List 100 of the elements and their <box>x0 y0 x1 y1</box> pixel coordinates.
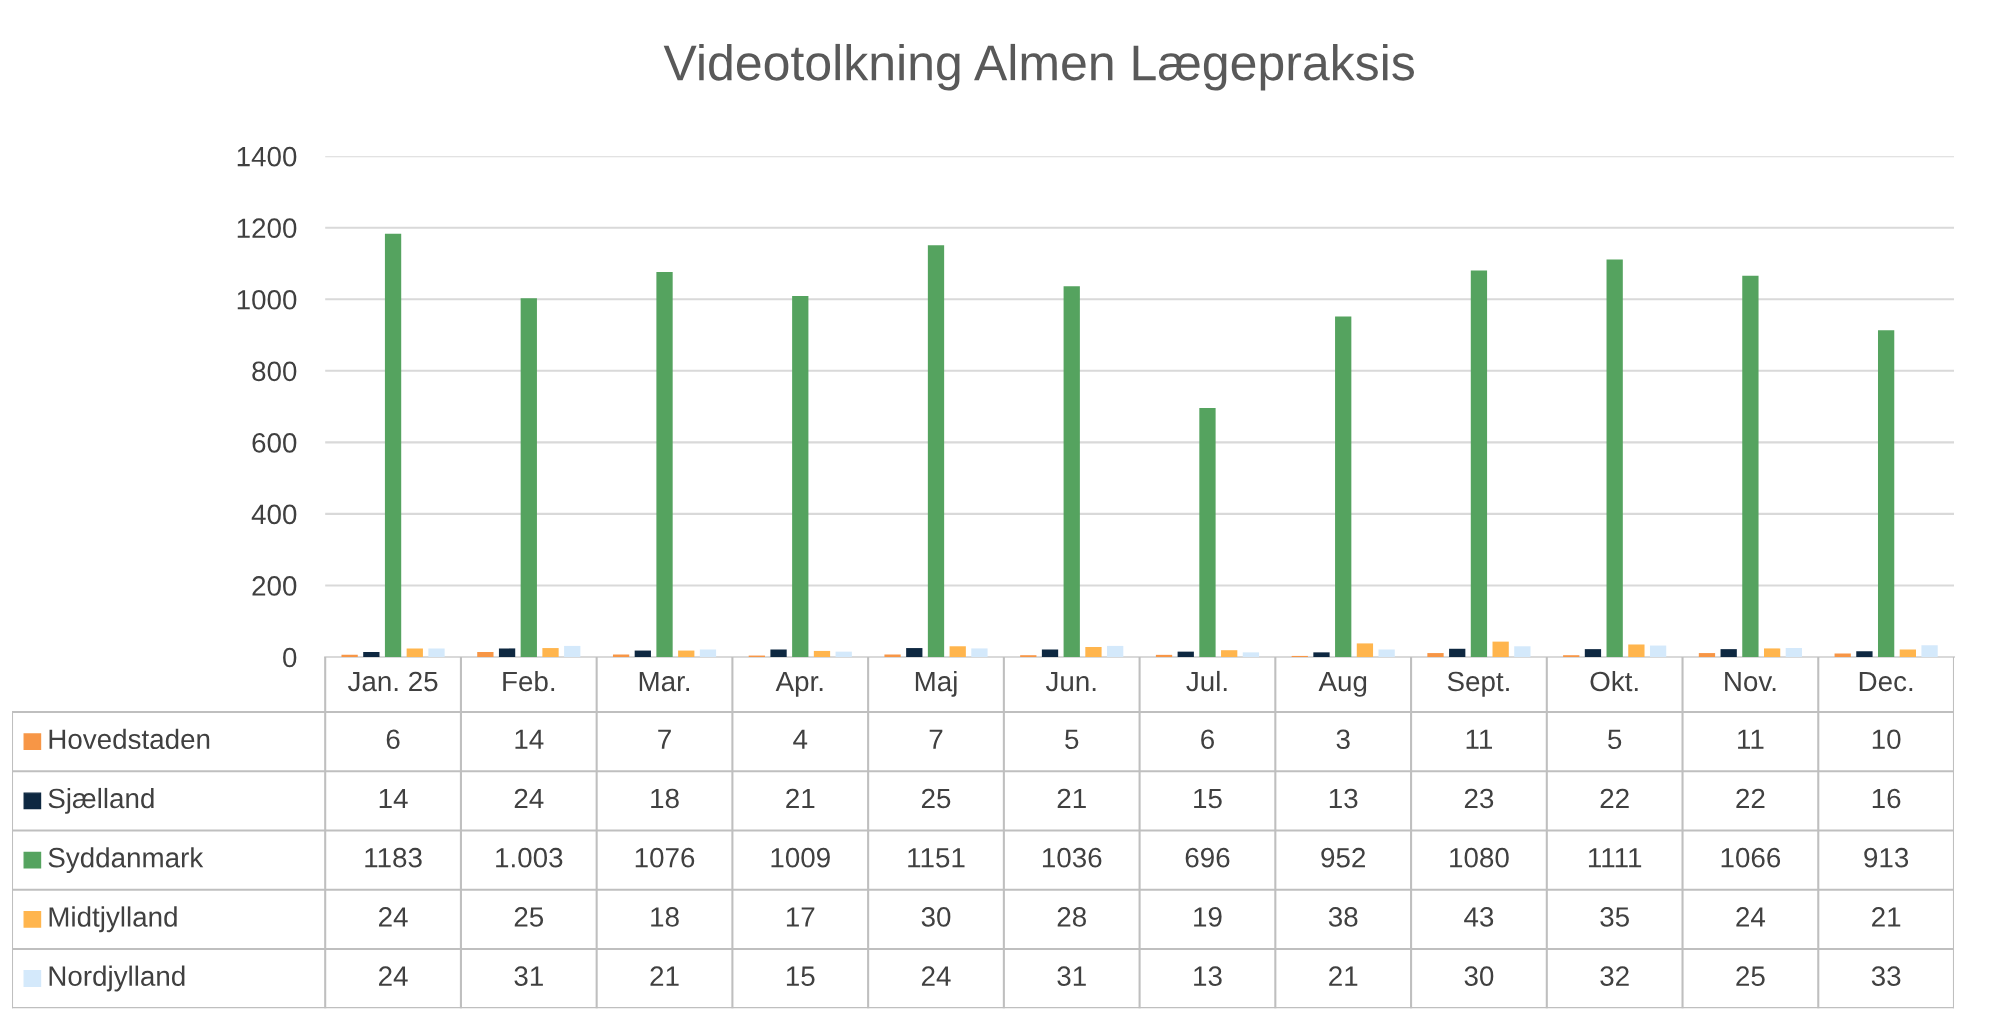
data-label: 38 <box>1328 907 1358 927</box>
data-label: 15 <box>786 966 815 986</box>
y-tick-label: 200 <box>252 576 297 596</box>
y-tick-label: 0 <box>283 647 297 668</box>
data-label: 1183 <box>365 847 422 868</box>
bar <box>835 651 852 657</box>
data-label: 25 <box>514 907 544 927</box>
data-label: 7 <box>658 729 671 749</box>
bar <box>1242 652 1260 657</box>
bar <box>770 649 787 657</box>
x-tick-label: Nov. <box>1725 671 1776 692</box>
data-label: 10 <box>1872 729 1901 750</box>
data-label: 30 <box>921 907 951 927</box>
x-tick-label: Jul. <box>1186 670 1227 692</box>
x-tick-label: Maj <box>915 670 957 697</box>
x-tick-label: Jan. 25 <box>347 671 438 692</box>
data-label: 24 <box>921 966 951 986</box>
bar <box>678 650 695 657</box>
data-label: 24 <box>514 788 544 809</box>
bar <box>1378 649 1395 657</box>
bar <box>1356 643 1374 657</box>
data-label: 33 <box>1871 966 1901 986</box>
x-tick-label: Apr. <box>775 671 823 697</box>
bar <box>384 233 402 657</box>
bar <box>428 648 445 657</box>
data-label: 4 <box>793 729 808 749</box>
bar <box>1514 646 1531 657</box>
data-label: 1066 <box>1721 847 1781 868</box>
data-label: 14 <box>515 729 544 749</box>
data-label: 18 <box>651 907 679 927</box>
data-label: 25 <box>1736 966 1765 986</box>
bar <box>906 648 923 657</box>
bar <box>971 648 988 657</box>
legend-label: Sjælland <box>48 787 154 814</box>
bar <box>1492 641 1509 657</box>
data-label: 21 <box>786 788 815 809</box>
data-label: 913 <box>1864 847 1909 868</box>
data-label: 25 <box>921 788 951 809</box>
legend-label: Midtjylland <box>49 906 177 933</box>
data-label: 24 <box>1736 907 1766 927</box>
x-tick-label: Jun. <box>1045 671 1096 692</box>
bar <box>1221 650 1238 657</box>
bar <box>1470 270 1488 657</box>
bar <box>1177 651 1194 657</box>
bar <box>927 245 945 657</box>
bar <box>1649 645 1667 657</box>
bar <box>1785 648 1802 657</box>
data-label: 35 <box>1600 907 1629 927</box>
data-label: 11 <box>1466 729 1492 749</box>
chart-title: Videotolkning Almen Lægepraksis <box>663 43 1414 91</box>
data-label: 3 <box>1336 729 1350 750</box>
bar <box>1877 330 1895 657</box>
data-label: 6 <box>386 729 400 750</box>
bar <box>1856 651 1873 657</box>
data-label: 16 <box>1872 788 1901 809</box>
data-label: 13 <box>1329 788 1358 809</box>
bar <box>1628 644 1645 657</box>
bar <box>1449 648 1466 657</box>
y-tick-label: 400 <box>251 504 297 525</box>
data-label: 14 <box>379 788 408 809</box>
data-label: 1080 <box>1450 847 1509 868</box>
bar <box>634 650 651 657</box>
data-label: 32 <box>1600 966 1629 986</box>
data-label: 21 <box>650 966 679 986</box>
x-tick-label: Mar. <box>639 671 690 692</box>
bar <box>792 296 809 657</box>
data-label: 1111 <box>1588 848 1642 868</box>
data-label: 11 <box>1738 729 1764 749</box>
bar <box>1584 649 1602 657</box>
bar <box>1107 645 1124 657</box>
data-label: 21 <box>1057 788 1086 809</box>
bar <box>1199 408 1216 657</box>
bar <box>1085 646 1102 657</box>
bar <box>1313 652 1330 657</box>
data-label: 24 <box>379 907 408 927</box>
data-label: 7 <box>929 729 943 749</box>
bar <box>520 298 537 657</box>
data-label: 31 <box>1057 966 1086 986</box>
data-label: 18 <box>651 788 679 809</box>
bar <box>949 646 966 657</box>
bar <box>406 648 423 657</box>
data-label: 952 <box>1321 847 1365 868</box>
data-label: 17 <box>786 907 815 927</box>
data-label: 23 <box>1464 788 1494 809</box>
x-tick-label: Okt. <box>1590 670 1638 692</box>
data-label: 13 <box>1194 966 1222 986</box>
data-label: 696 <box>1185 847 1230 868</box>
data-label: 28 <box>1057 907 1086 927</box>
bar <box>1899 649 1916 657</box>
bar <box>564 645 581 657</box>
bar <box>1921 645 1938 657</box>
bar <box>612 654 630 657</box>
bar <box>1041 649 1059 657</box>
bar <box>341 654 358 657</box>
data-label: 5 <box>1608 729 1622 750</box>
bar <box>884 654 901 657</box>
bar <box>1606 259 1623 657</box>
bar <box>656 272 673 657</box>
x-tick-label: Dec. <box>1859 671 1913 692</box>
y-tick-label: 1400 <box>237 146 297 167</box>
